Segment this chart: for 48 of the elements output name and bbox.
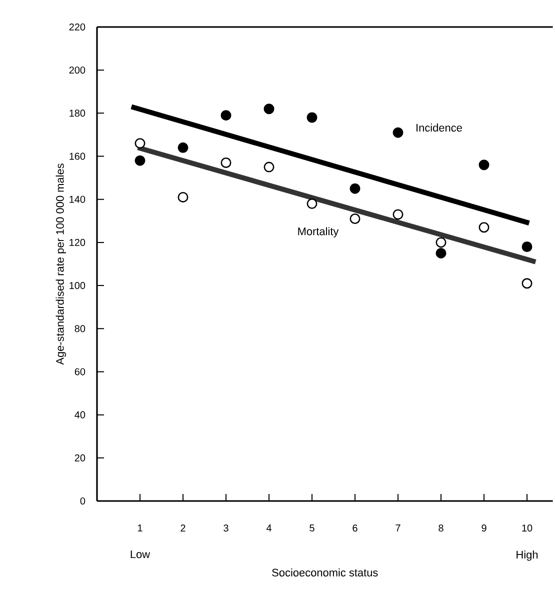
point — [264, 162, 274, 172]
point — [220, 157, 232, 168]
text: High — [516, 550, 538, 561]
text: Low — [130, 550, 150, 558]
point — [522, 278, 532, 289]
point — [264, 104, 274, 114]
y-tick-label: 200 — [69, 66, 86, 74]
y-tick-label: 40 — [74, 411, 86, 418]
x-tick-label: 2 — [180, 524, 186, 532]
y-tick-label: 140 — [70, 196, 86, 203]
point — [134, 138, 146, 149]
point — [436, 248, 446, 258]
x-tick-label: 7 — [396, 524, 400, 532]
y-tick-label: 220 — [69, 23, 86, 31]
point — [178, 192, 188, 202]
x-tick-label: 9 — [482, 524, 486, 532]
x-tick-label: 5 — [310, 524, 314, 532]
y-tick-label: 160 — [70, 152, 86, 160]
series-label: Incidence — [416, 124, 462, 132]
point — [478, 222, 490, 233]
y-tick-label: 20 — [74, 454, 86, 462]
x-tick-label: 10 — [522, 524, 532, 532]
point — [306, 112, 318, 123]
series-label: Mortality — [298, 227, 339, 238]
point — [436, 237, 446, 248]
y-tick-label: 60 — [74, 368, 86, 376]
x-tick-label: 3 — [224, 524, 228, 532]
point — [522, 242, 532, 252]
point — [134, 155, 146, 166]
point — [350, 214, 360, 224]
x-axis-title: Socioeconomic status — [272, 568, 378, 576]
y-tick-label: 100 — [70, 282, 86, 290]
x-tick-label: 8 — [438, 524, 444, 532]
y-axis-title: Age-standardised rate per 100 000 males — [56, 164, 66, 365]
x-tick-label: 1 — [138, 524, 142, 532]
y-tick-label: 0 — [80, 497, 86, 505]
point — [350, 183, 360, 194]
y-tick-label: 180 — [70, 110, 86, 117]
y-tick-label: 120 — [70, 238, 86, 246]
x-tick-label: 4 — [266, 524, 272, 532]
point — [392, 209, 404, 220]
point — [220, 110, 232, 121]
x-tick-label: 6 — [352, 524, 358, 532]
point — [306, 198, 318, 209]
point — [478, 160, 490, 170]
point — [178, 142, 188, 153]
point — [392, 127, 404, 138]
y-tick-label: 80 — [74, 325, 86, 332]
